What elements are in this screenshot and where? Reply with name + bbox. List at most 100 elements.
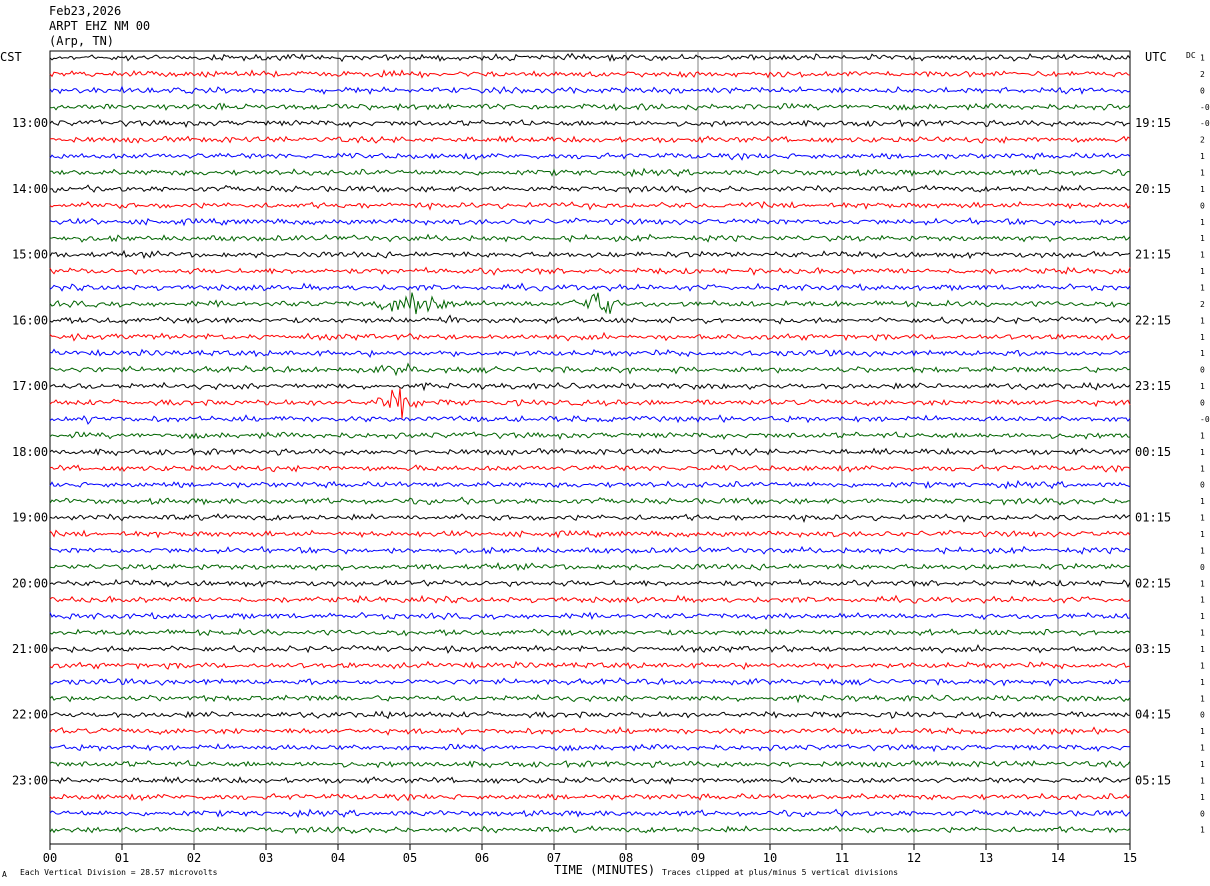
seismic-trace: [49, 102, 1131, 112]
dc-label: DC: [1186, 51, 1196, 60]
dc-offset-label: 0: [1200, 366, 1205, 375]
seismic-trace: [49, 496, 1131, 506]
dc-offset-label: 0: [1200, 399, 1205, 408]
left-time-label: 14:00: [12, 182, 48, 196]
seismic-trace: [49, 184, 1131, 194]
dc-offset-label: 1: [1200, 793, 1205, 802]
seismic-trace: [49, 331, 1131, 342]
seismic-trace: [49, 200, 1131, 211]
seismic-trace: [49, 414, 1131, 425]
footer-right: Traces clipped at plus/minus 5 vertical …: [662, 868, 898, 877]
dc-offset-label: 1: [1200, 218, 1205, 227]
dc-offset-label: 1: [1200, 629, 1205, 638]
seismic-trace: [49, 431, 1131, 441]
right-time-label: 01:15: [1135, 511, 1171, 525]
dc-offset-label: 1: [1200, 448, 1205, 457]
seismic-trace: [49, 282, 1131, 292]
seismic-trace: [49, 69, 1131, 79]
seismic-trace: [49, 348, 1131, 358]
dc-offset-label: 1: [1200, 497, 1205, 506]
seismic-trace: [49, 447, 1131, 457]
right-time-label: 02:15: [1135, 576, 1171, 590]
seismic-trace: [49, 759, 1131, 769]
left-time-label: 19:00: [12, 511, 48, 525]
seismic-trace: [49, 611, 1131, 621]
dc-offset-label: 1: [1200, 579, 1205, 588]
seismic-trace: [49, 119, 1131, 128]
dc-offset-label: 1: [1200, 727, 1205, 736]
left-time-label: 21:00: [12, 642, 48, 656]
x-tick-label: 04: [331, 851, 345, 865]
dc-offset-label: 1: [1200, 54, 1205, 63]
seismic-trace: [49, 513, 1131, 523]
header-date: Feb23,2026: [49, 4, 122, 18]
header-station: ARPT EHZ NM 00: [49, 19, 151, 33]
seismic-trace: [49, 292, 1131, 315]
seismic-trace: [49, 660, 1131, 671]
right-time-label: 04:15: [1135, 708, 1171, 722]
x-tick-label: 15: [1123, 851, 1137, 865]
seismic-trace: [49, 388, 1131, 419]
seismic-trace: [49, 52, 1131, 63]
dc-offset-label: 0: [1200, 481, 1205, 490]
dc-offset-label: 1: [1200, 530, 1205, 539]
dc-offset-label: 1: [1200, 349, 1205, 358]
dc-offset-label: 1: [1200, 382, 1205, 391]
seismic-trace: [49, 710, 1130, 720]
seismic-trace: [49, 464, 1131, 473]
seismic-trace: [49, 792, 1131, 802]
left-time-label: 20:00: [12, 576, 48, 590]
dc-offset-label: 1: [1200, 678, 1205, 687]
right-time-label: 05:15: [1135, 773, 1171, 787]
dc-offset-label: 0: [1200, 809, 1205, 818]
dc-offset-label: 1: [1200, 152, 1205, 161]
right-time-label: 21:15: [1135, 248, 1171, 262]
right-time-label: 00:15: [1135, 445, 1171, 459]
right-time-label: 23:15: [1135, 379, 1171, 393]
dc-offset-label: 0: [1200, 711, 1205, 720]
x-tick-label: 14: [1051, 851, 1065, 865]
seismic-trace: [49, 381, 1131, 392]
right-axis-label: UTC: [1145, 50, 1167, 64]
dc-offset-label: 1: [1200, 694, 1205, 703]
x-tick-label: 07: [547, 851, 561, 865]
left-axis-label: CST: [0, 50, 22, 64]
x-tick-label: 02: [187, 851, 201, 865]
right-time-label: 20:15: [1135, 182, 1171, 196]
right-time-label: 22:15: [1135, 313, 1171, 327]
dc-offset-label: 1: [1200, 431, 1205, 440]
dc-offset-label: 1: [1200, 284, 1205, 293]
footer-left: Each Vertical Division = 28.57 microvolt…: [20, 868, 218, 877]
seismic-trace: [49, 249, 1131, 260]
dc-offset-label: -0: [1200, 119, 1210, 128]
dc-offset-label: 1: [1200, 333, 1205, 342]
seismic-trace: [49, 808, 1131, 819]
dc-offset-label: 1: [1200, 776, 1205, 785]
dc-offset-label: 1: [1200, 760, 1205, 769]
x-tick-label: 11: [835, 851, 849, 865]
seismic-trace: [49, 578, 1131, 589]
plot-frame: [49, 50, 1131, 845]
header-location: (Arp, TN): [49, 34, 115, 48]
seismic-trace: [49, 776, 1131, 785]
dc-offset-label: -0: [1200, 415, 1210, 424]
x-tick-label: 09: [691, 851, 705, 865]
seismic-trace: [49, 561, 1131, 572]
dc-offset-label: 0: [1200, 563, 1205, 572]
seismic-trace: [49, 135, 1131, 145]
traces: [49, 52, 1131, 835]
right-time-label: 19:15: [1135, 116, 1171, 130]
x-tick-label: 10: [763, 851, 777, 865]
seismic-trace: [49, 743, 1131, 753]
corner-mark: A: [2, 870, 7, 879]
x-tick-label: 13: [979, 851, 993, 865]
left-time-label: 13:00: [12, 116, 48, 130]
dc-offset-label: 2: [1200, 70, 1205, 79]
dc-offset-label: 0: [1200, 86, 1205, 95]
seismic-trace: [49, 479, 1131, 490]
dc-offset-label: 1: [1200, 596, 1205, 605]
seismic-trace: [49, 217, 1131, 227]
dc-offset-label: 1: [1200, 185, 1205, 194]
seismic-trace: [49, 233, 1131, 243]
